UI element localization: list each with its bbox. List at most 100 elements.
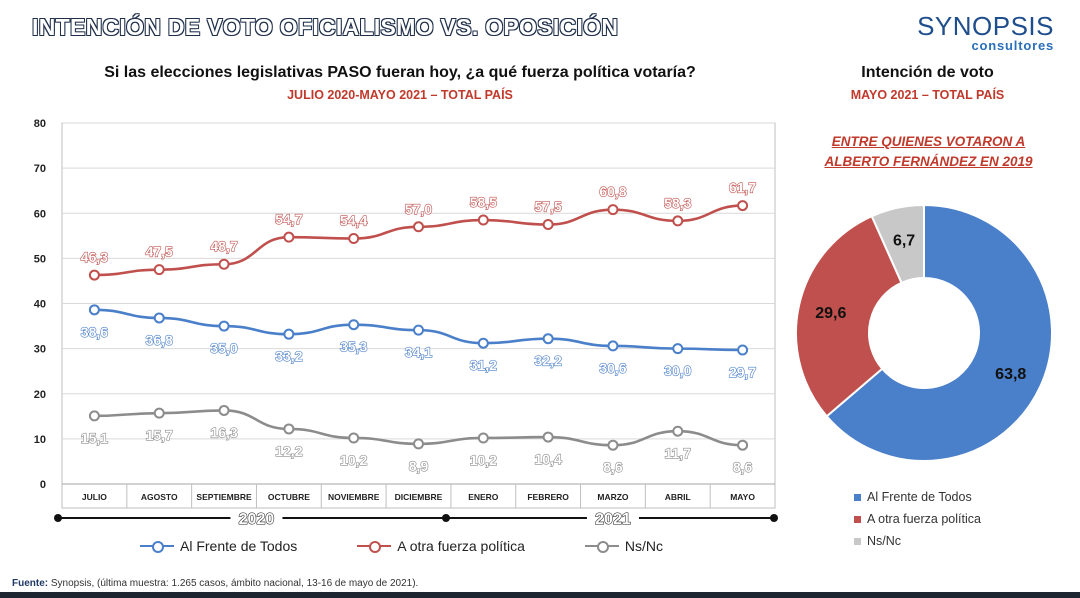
data-point: [607, 204, 619, 216]
data-label: 48,7: [210, 238, 237, 254]
data-point: [88, 269, 100, 281]
data-point: [607, 340, 619, 352]
data-label: 38,6: [81, 324, 108, 340]
legend-item-otra-fuerza: A otra fuerza política: [357, 538, 525, 554]
data-point: [88, 410, 100, 422]
logo-subtitle: consultores: [971, 38, 1054, 53]
x-tick-label: ABRIL: [665, 492, 691, 502]
data-point: [218, 258, 230, 270]
legend-label: A otra fuerza política: [867, 512, 981, 526]
legend-marker-blue: [140, 540, 174, 553]
data-label: 15,1: [81, 430, 108, 446]
data-point: [153, 407, 165, 419]
data-point: [672, 425, 684, 437]
data-label: 47,5: [146, 244, 173, 260]
data-label: 8,6: [603, 459, 623, 475]
donut-slice-label: 63,8: [995, 366, 1026, 383]
main-title: INTENCIÓN DE VOTO OFICIALISMO VS. OPOSIC…: [31, 13, 619, 40]
legend-label: Ns/Nc: [624, 538, 664, 554]
data-point: [542, 219, 554, 231]
y-tick-label: 30: [34, 344, 46, 356]
y-tick-label: 40: [34, 299, 46, 311]
legend-label: Al Frente de Todos: [867, 490, 972, 504]
line-chart-title: Si las elecciones legislativas PASO fuer…: [104, 64, 696, 81]
x-tick-label: MAYO: [730, 492, 755, 502]
donut-legend-item-nsnc: Ns/Nc: [854, 530, 981, 552]
data-point: [477, 432, 489, 444]
data-label: 58,3: [664, 195, 691, 211]
donut-slice-label: 6,7: [893, 233, 915, 250]
data-point: [542, 333, 554, 345]
y-tick-label: 80: [34, 118, 46, 130]
donut-slice-label: 29,6: [815, 305, 846, 322]
year-label-bg: [586, 509, 639, 527]
legend-label: Ns/Nc: [867, 534, 902, 548]
data-point: [477, 337, 489, 349]
year-label: 2021: [595, 511, 631, 528]
data-point: [348, 432, 360, 444]
data-point: [153, 312, 165, 324]
data-label: 35,0: [210, 340, 237, 356]
data-point: [218, 320, 230, 332]
logo-word: SYNOPSIS: [917, 11, 1054, 41]
data-label: 36,8: [146, 332, 173, 348]
data-label: 33,2: [275, 348, 302, 364]
donut-chart-subtitle: MAYO 2021 – TOTAL PAÍS: [850, 88, 1005, 102]
donut-legend-item-otra-fuerza: A otra fuerza política: [854, 508, 981, 530]
data-point: [283, 328, 295, 340]
data-point: [283, 423, 295, 435]
data-point: [413, 438, 424, 450]
timeline-dot: [442, 514, 450, 522]
x-tick-label: AGOSTO: [141, 492, 178, 502]
x-tick-label: ENERO: [468, 492, 499, 502]
data-point: [348, 319, 360, 331]
donut-chart-note: ENTRE QUIENES VOTARON A ALBERTO FERNÁNDE…: [796, 132, 1061, 172]
data-label: 61,7: [729, 180, 756, 196]
data-label: 34,1: [405, 344, 432, 360]
donut-slice: [870, 203, 925, 285]
donut-legend-item-al-frente: Al Frente de Todos: [854, 486, 981, 508]
x-tick-label: OCTUBRE: [268, 492, 310, 502]
data-point: [413, 221, 424, 233]
y-tick-label: 20: [34, 389, 46, 401]
timeline-dot: [770, 514, 778, 522]
data-label: 16,3: [210, 424, 237, 440]
data-label: 58,5: [470, 194, 497, 210]
data-label: 35,3: [340, 339, 367, 355]
data-label: 46,3: [81, 249, 108, 265]
donut-note-line-2: ALBERTO FERNÁNDEZ EN 2019: [824, 154, 1033, 169]
data-label: 31,2: [470, 357, 497, 373]
data-label: 54,4: [340, 213, 367, 229]
data-point: [672, 343, 684, 355]
donut-chart-title: Intención de voto: [861, 64, 994, 81]
year-label-bg: [230, 509, 283, 527]
legend-swatch-blue: [854, 493, 861, 501]
y-tick-label: 10: [34, 434, 46, 446]
x-tick-label: MARZO: [597, 492, 629, 502]
data-label: 12,2: [275, 443, 302, 459]
data-point: [737, 200, 749, 212]
source-label: Fuente:: [12, 578, 49, 589]
donut-slice: [825, 203, 1053, 462]
x-tick-label: JULIO: [82, 492, 107, 502]
data-point: [218, 404, 230, 416]
data-point: [283, 231, 295, 243]
data-label: 8,6: [733, 459, 753, 475]
data-label: 15,7: [146, 427, 173, 443]
legend-swatch-red: [854, 515, 861, 523]
legend-label: A otra fuerza política: [397, 538, 525, 554]
x-tick-label: SEPTIEMBRE: [196, 492, 252, 502]
data-label: 54,7: [275, 211, 302, 227]
data-label: 8,9: [409, 458, 429, 474]
x-tick-label: NOVIEMBRE: [328, 492, 380, 502]
legend-swatch-gray: [854, 537, 861, 545]
x-tick-label: DICIEMBRE: [395, 492, 443, 502]
data-label: 57,5: [535, 199, 562, 215]
y-tick-label: 50: [34, 253, 46, 265]
data-point: [542, 431, 554, 443]
donut-note-line-1: ENTRE QUIENES VOTARON A: [831, 134, 1026, 149]
synopsis-logo: SYNOPSIS consultores: [917, 12, 1054, 53]
data-point: [737, 344, 749, 356]
data-label: 30,0: [664, 363, 691, 379]
y-tick-label: 60: [34, 208, 46, 220]
